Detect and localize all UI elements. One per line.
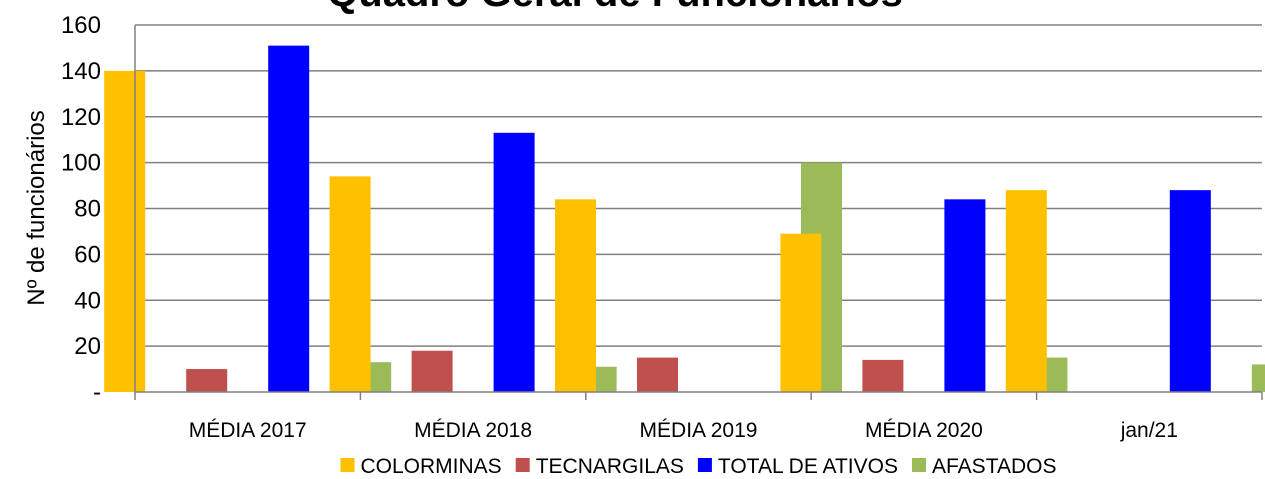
y-axis-label: Nº de funcionários	[23, 110, 50, 306]
x-tick-label: jan/21	[1120, 419, 1178, 442]
bar-tecnargilas	[186, 369, 228, 392]
bar-tecnargilas	[411, 350, 453, 392]
y-tick-label: 120	[61, 104, 101, 131]
x-tick-label: MÉDIA 2018	[414, 419, 532, 442]
y-tick-label: 100	[61, 150, 101, 177]
y-tick-label: 20	[74, 333, 101, 360]
bar-colorminas	[555, 199, 596, 392]
legend-swatch	[912, 458, 927, 472]
y-tick-labels: - 20 40 60 80 100 120 140 160	[61, 12, 101, 406]
x-tick-label: MÉDIA 2017	[189, 419, 307, 442]
bar-tecnargilas	[637, 357, 678, 392]
x-tick-label: MÉDIA 2020	[865, 419, 983, 442]
y-tick-label: 80	[74, 196, 101, 223]
bar-total-de-ativos	[493, 132, 535, 392]
legend: COLORMINAS TECNARGILAS TOTAL DE ATIVOS AFAS…	[340, 455, 1056, 478]
axes	[134, 25, 1263, 400]
bar-total-de-ativos	[1169, 190, 1211, 392]
legend-label: COLORMINAS	[361, 455, 502, 478]
y-tick-label: -	[93, 379, 101, 406]
gridlines	[135, 24, 1262, 347]
y-tick-label: 60	[74, 241, 101, 268]
bar-colorminas	[329, 176, 371, 392]
bar-colorminas	[104, 70, 146, 392]
legend-swatch	[697, 458, 712, 472]
chart-title: Quadro Geral de Funcionários	[327, 0, 903, 15]
x-tick-labels: MÉDIA 2017 MÉDIA 2018 MÉDIA 2019 MÉDIA 2020…	[189, 419, 1178, 442]
bar-tecnargilas	[862, 359, 904, 392]
y-tick-label: 160	[61, 12, 101, 39]
legend-label: AFASTADOS	[932, 455, 1056, 478]
bar-afastados	[1251, 364, 1265, 392]
y-tick-label: 40	[74, 287, 101, 314]
legend-label: TOTAL DE ATIVOS	[718, 455, 898, 478]
y-tick-label: 140	[61, 58, 101, 85]
legend-swatch	[340, 458, 355, 472]
legend-label: TECNARGILAS	[536, 455, 684, 478]
bar-total-de-ativos	[944, 199, 986, 392]
bar-colorminas	[780, 233, 822, 392]
x-tick-label: MÉDIA 2019	[640, 419, 758, 442]
bar-total-de-ativos	[268, 45, 310, 393]
bars	[104, 45, 1265, 393]
bar-colorminas	[1005, 190, 1047, 392]
legend-swatch	[515, 458, 530, 472]
